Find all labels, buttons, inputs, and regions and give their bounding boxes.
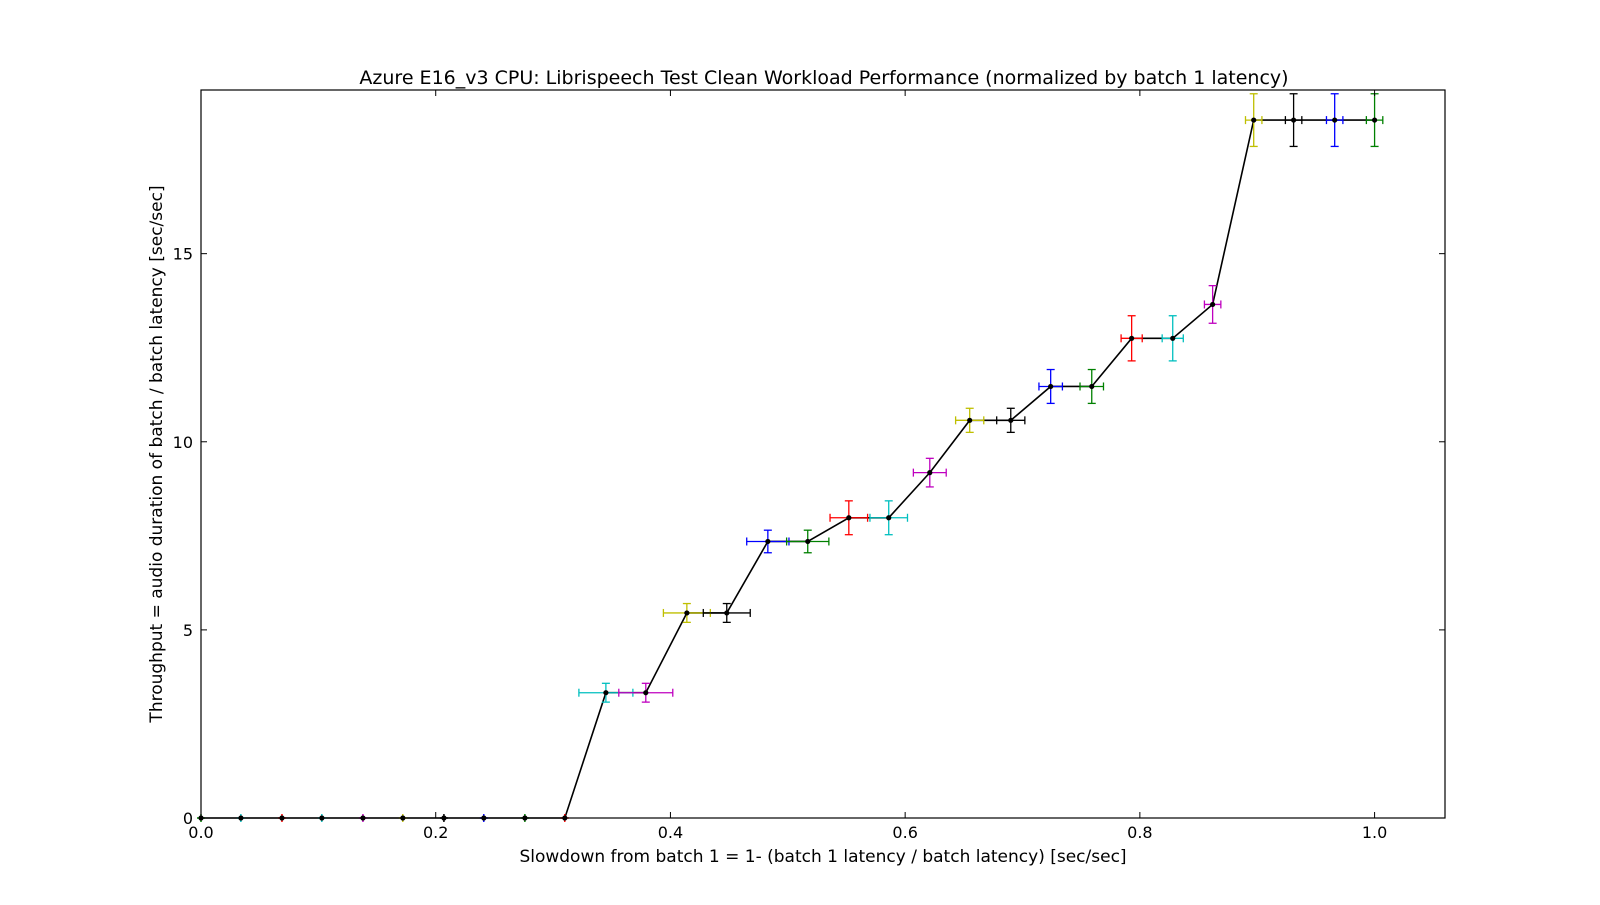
series-line	[201, 119, 1375, 819]
x-tick-label: 0.8	[1127, 823, 1152, 842]
data-point	[1129, 335, 1135, 341]
x-axis-title: Slowdown from batch 1 = 1- (batch 1 late…	[519, 847, 1126, 867]
x-axis: 0.0 0.2 0.4 0.6 0.8 1.0	[188, 90, 1387, 842]
plot-frame	[200, 89, 1446, 819]
chart-title: Azure E16_v3 CPU: Librispeech Test Clean…	[359, 67, 1288, 89]
x-tick-label: 0.4	[658, 823, 683, 842]
data-point	[603, 690, 609, 696]
data-point	[724, 610, 730, 616]
data-point	[805, 538, 811, 545]
data-point	[1170, 335, 1176, 341]
y-tick-label: 5	[183, 621, 193, 640]
data-point	[1008, 417, 1014, 423]
data-point	[1291, 117, 1297, 123]
data-point	[765, 538, 771, 545]
data-point	[1332, 117, 1338, 123]
data-point	[1251, 117, 1257, 123]
x-tick-label: 0.0	[188, 823, 213, 842]
y-tick-label: 15	[173, 245, 193, 264]
data-point	[927, 470, 933, 476]
plot-area	[197, 93, 1384, 822]
data-point	[1048, 383, 1054, 390]
x-tick-label: 0.2	[423, 823, 448, 842]
data-point	[684, 610, 690, 616]
x-tick-label: 0.6	[892, 823, 917, 842]
x-tick-label: 1.0	[1362, 823, 1387, 842]
y-tick-label: 0	[183, 809, 193, 828]
data-point	[1089, 383, 1095, 390]
y-axis: 0 5 10 15	[173, 245, 1445, 828]
y-tick-label: 10	[173, 433, 193, 452]
data-point	[967, 417, 973, 423]
data-point	[643, 690, 649, 696]
data-point	[886, 515, 892, 521]
y-axis-title: Throughput = audio duration of batch / b…	[147, 185, 167, 723]
data-point	[1210, 301, 1216, 308]
data-point	[846, 515, 852, 521]
data-point	[1371, 117, 1378, 123]
